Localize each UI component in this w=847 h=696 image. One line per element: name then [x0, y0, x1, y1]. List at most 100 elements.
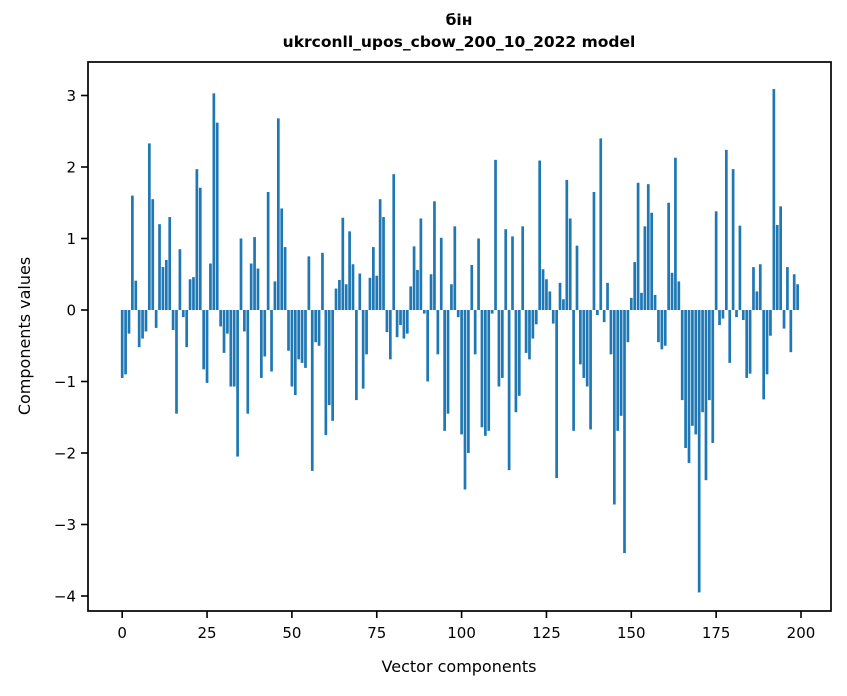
bar — [548, 291, 552, 310]
bar — [606, 282, 609, 310]
bar — [565, 179, 569, 310]
x-tick-label: 150 — [617, 624, 646, 642]
bar — [253, 237, 256, 310]
bar — [300, 310, 304, 363]
bar — [646, 184, 650, 310]
y-tick-label: −3 — [54, 516, 76, 534]
x-tick-label: 0 — [117, 624, 127, 642]
bar — [494, 159, 497, 310]
x-tick-label: 50 — [282, 624, 301, 642]
x-tick-label: 75 — [367, 624, 386, 642]
bar — [361, 310, 365, 389]
bar — [769, 310, 772, 336]
bar — [612, 310, 616, 505]
bar — [137, 310, 141, 348]
bar — [409, 286, 413, 310]
bar — [385, 310, 389, 333]
bar — [392, 174, 396, 310]
bar — [477, 238, 480, 310]
bar — [134, 280, 138, 310]
bar — [436, 310, 440, 355]
bar — [368, 277, 372, 310]
bar — [239, 238, 243, 310]
bar — [528, 310, 531, 360]
bar — [232, 310, 236, 387]
bar — [317, 310, 321, 346]
bar — [657, 310, 660, 343]
y-tick-label: 1 — [66, 230, 76, 248]
bar — [412, 246, 416, 310]
bar — [765, 310, 769, 375]
bar — [575, 245, 579, 310]
bar — [151, 199, 155, 311]
bar — [653, 294, 657, 310]
bar — [579, 310, 582, 365]
bar — [439, 237, 443, 310]
bar — [314, 310, 318, 343]
bar — [219, 310, 222, 327]
bar — [728, 310, 732, 363]
bar — [680, 310, 684, 401]
bar — [735, 310, 738, 318]
chart-title-line2: ukrconll_upos_cbow_200_10_2022 model — [283, 33, 636, 51]
bar — [378, 199, 382, 311]
bar — [792, 274, 796, 310]
bar — [419, 218, 423, 310]
bar — [596, 310, 599, 316]
bar — [572, 310, 575, 431]
bar — [127, 310, 131, 334]
bar — [691, 310, 694, 426]
bar — [422, 310, 426, 314]
bar — [484, 310, 487, 436]
bar — [521, 226, 525, 310]
bar — [192, 277, 195, 310]
bar — [779, 206, 782, 310]
bar — [667, 202, 670, 310]
bar — [490, 310, 494, 314]
bar — [344, 284, 348, 310]
bar — [585, 310, 589, 387]
bars-group — [120, 89, 799, 593]
bar — [745, 310, 749, 378]
y-tick-label: 2 — [66, 159, 76, 177]
bar — [755, 291, 759, 310]
bar — [443, 310, 446, 431]
bar — [283, 247, 287, 310]
bar — [545, 279, 548, 310]
bar — [402, 310, 406, 339]
bar — [188, 279, 192, 310]
bar — [433, 201, 436, 310]
bar — [609, 310, 613, 355]
bar — [636, 182, 640, 310]
bar — [752, 267, 755, 310]
bar — [718, 310, 721, 326]
bar — [602, 310, 606, 323]
bar — [674, 157, 677, 310]
bar — [144, 310, 148, 332]
bar — [470, 264, 474, 310]
bar — [463, 310, 467, 490]
bar — [338, 279, 341, 310]
bar — [687, 310, 691, 464]
bar — [358, 273, 362, 310]
bar — [629, 297, 633, 311]
bar — [280, 208, 284, 310]
bar — [589, 310, 592, 430]
bar — [195, 169, 199, 310]
x-axis-label: Vector components — [382, 657, 537, 676]
bar — [154, 310, 158, 328]
bar — [538, 160, 542, 310]
bar — [297, 310, 301, 360]
bar — [697, 310, 701, 593]
bar — [198, 187, 202, 311]
bar — [504, 229, 508, 310]
bar — [290, 310, 294, 387]
bar — [249, 263, 253, 310]
bar — [416, 269, 419, 310]
bar — [562, 299, 565, 310]
bar — [568, 218, 572, 310]
bar — [355, 310, 358, 401]
bar — [626, 310, 630, 343]
bar — [633, 262, 637, 311]
